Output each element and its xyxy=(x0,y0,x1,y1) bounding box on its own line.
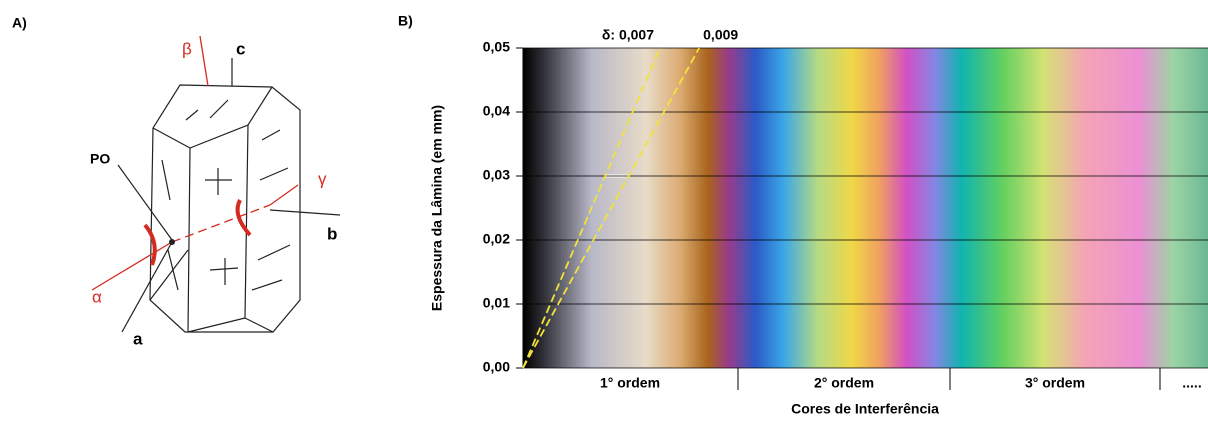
y-tick-label: 0,01 xyxy=(483,295,510,311)
y-tick-label: 0,02 xyxy=(483,231,510,247)
y-axis-title: Espessura da Lâmina (em mm) xyxy=(429,105,445,311)
order-label: 2° ordem xyxy=(814,375,874,391)
legend-label: 0,009 xyxy=(703,27,738,43)
order-label: 1° ordem xyxy=(600,375,660,391)
panel-label: B) xyxy=(398,13,413,29)
y-tick-label: 0,03 xyxy=(483,167,510,183)
crystal-label: b xyxy=(327,224,337,243)
y-tick-label: 0,05 xyxy=(483,39,510,55)
interference-colors xyxy=(523,48,1208,368)
panel-label: A) xyxy=(12,15,27,31)
birefringence-line xyxy=(522,47,700,369)
x-axis-title: Cores de Interferência xyxy=(791,401,939,417)
crystal-label: c xyxy=(236,39,245,58)
y-tick-label: 0,04 xyxy=(483,103,510,119)
optic-axes xyxy=(91,35,299,291)
crystal-label: β xyxy=(182,39,192,58)
crystal xyxy=(117,58,341,333)
crystal-label: a xyxy=(133,329,143,348)
point xyxy=(169,239,175,245)
order-label: 3° ordem xyxy=(1025,375,1085,391)
order-label: ..... xyxy=(1182,375,1201,391)
legend-label: δ: 0,007 xyxy=(602,27,654,43)
crystal-label: PO xyxy=(90,151,110,167)
birefringence-line xyxy=(522,47,661,369)
crystal-label: γ xyxy=(318,169,327,188)
crystal-label: α xyxy=(92,287,102,306)
y-tick-label: 0,00 xyxy=(483,359,510,375)
